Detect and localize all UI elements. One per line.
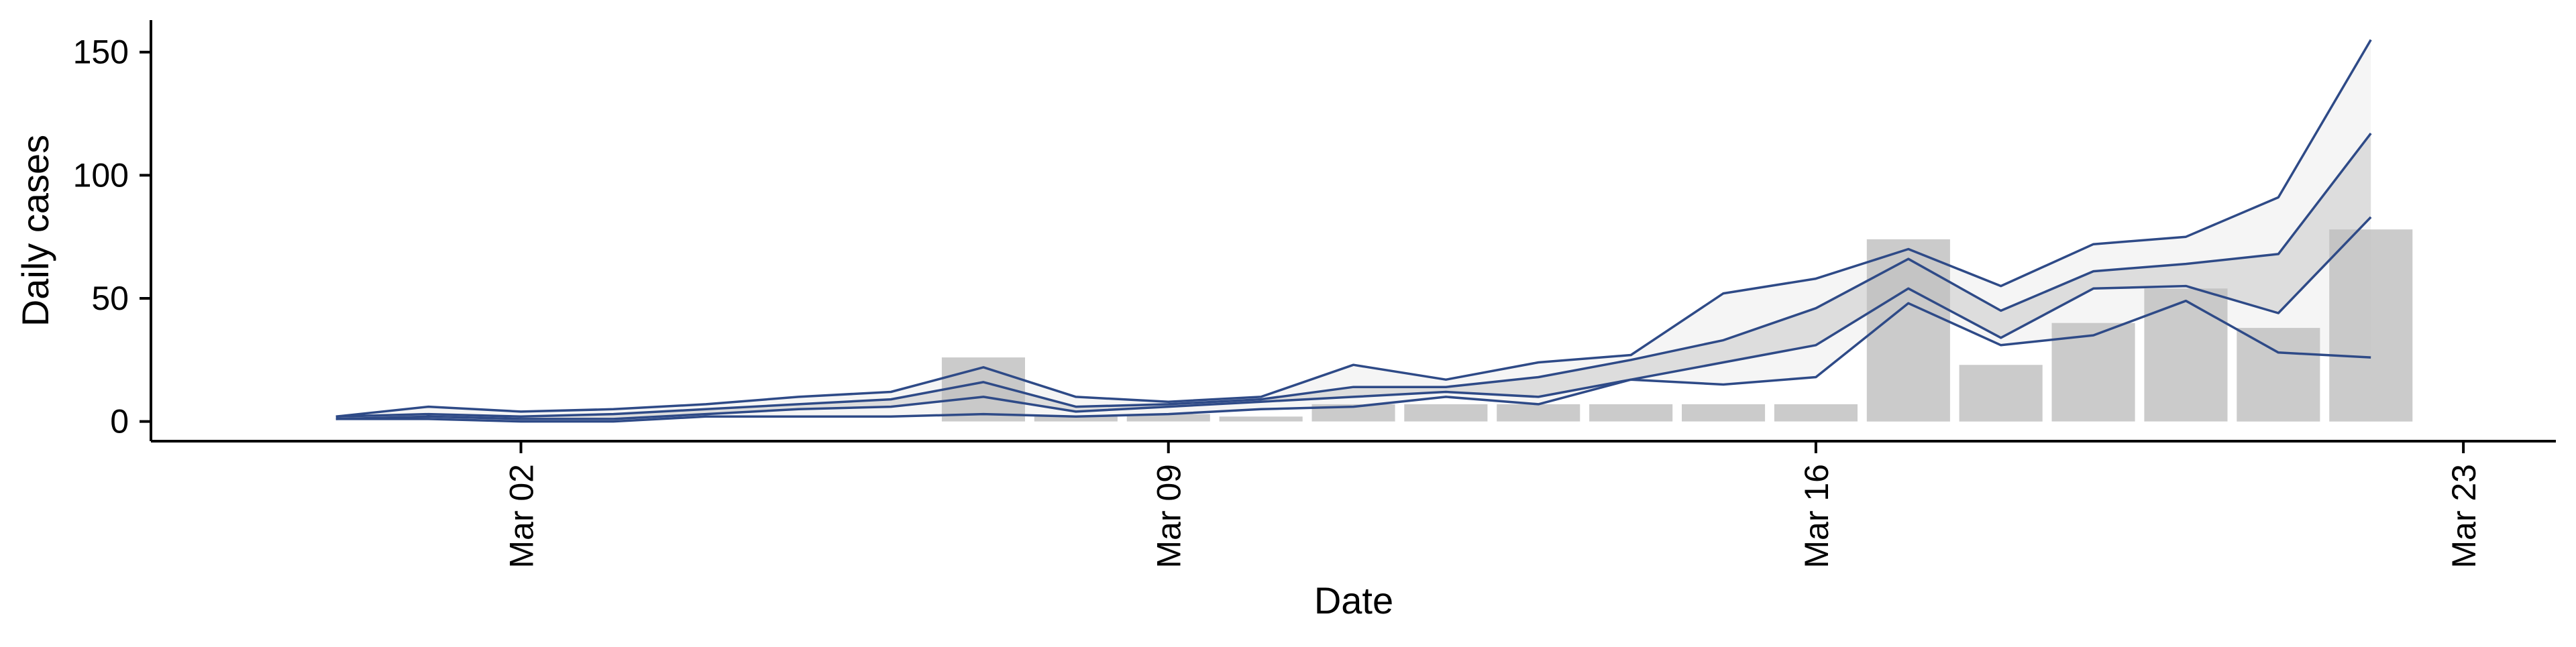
estimate-lines-layer (335, 39, 2372, 423)
y-axis-title: Daily cases (14, 135, 56, 327)
y-tick-label-150: 150 (73, 34, 129, 71)
bar-reported-2020-03-20 (2144, 288, 2228, 422)
bar-reported-2020-03-10 (1219, 416, 1303, 422)
bar-reported-2020-03-12 (1404, 404, 1488, 422)
bar-reported-2020-03-08 (1034, 416, 1118, 422)
band-90 (335, 40, 2371, 422)
x-axis-ticks: Mar 02 Mar 09 Mar 16 Mar 23 (503, 441, 2483, 569)
line-upper-90 (335, 39, 2372, 418)
x-tick-label-2020-03-02: Mar 02 (503, 464, 541, 569)
bar-reported-2020-03-13 (1497, 404, 1580, 422)
bar-reported-2020-03-18 (1959, 365, 2043, 422)
bar-reported-2020-03-09 (1126, 414, 1210, 422)
reported-cases-bars-layer (941, 229, 2413, 422)
bar-reported-2020-03-14 (1589, 404, 1673, 422)
y-tick-label-0: 0 (110, 403, 129, 440)
bar-reported-2020-03-17 (1866, 239, 1950, 422)
y-tick-label-100: 100 (73, 156, 129, 194)
x-tick-label-2020-03-09: Mar 09 (1150, 464, 1188, 569)
bar-reported-2020-03-15 (1682, 404, 1766, 422)
line-upper-50 (335, 132, 2372, 418)
bar-reported-2020-03-21 (2237, 328, 2320, 422)
bar-reported-2020-03-22 (2329, 229, 2413, 422)
x-tick-label-2020-03-23: Mar 23 (2445, 464, 2483, 569)
credible-bands-layer (335, 40, 2371, 422)
x-axis-title: Date (1314, 579, 1393, 622)
y-axis-ticks: 0 50 100 150 (73, 34, 151, 440)
y-tick-label-50: 50 (91, 280, 129, 317)
line-lower-90 (335, 299, 2371, 423)
line-lower-50 (335, 216, 2372, 420)
x-tick-label-2020-03-16: Mar 16 (1798, 464, 1835, 569)
bar-reported-2020-03-16 (1774, 404, 1858, 422)
